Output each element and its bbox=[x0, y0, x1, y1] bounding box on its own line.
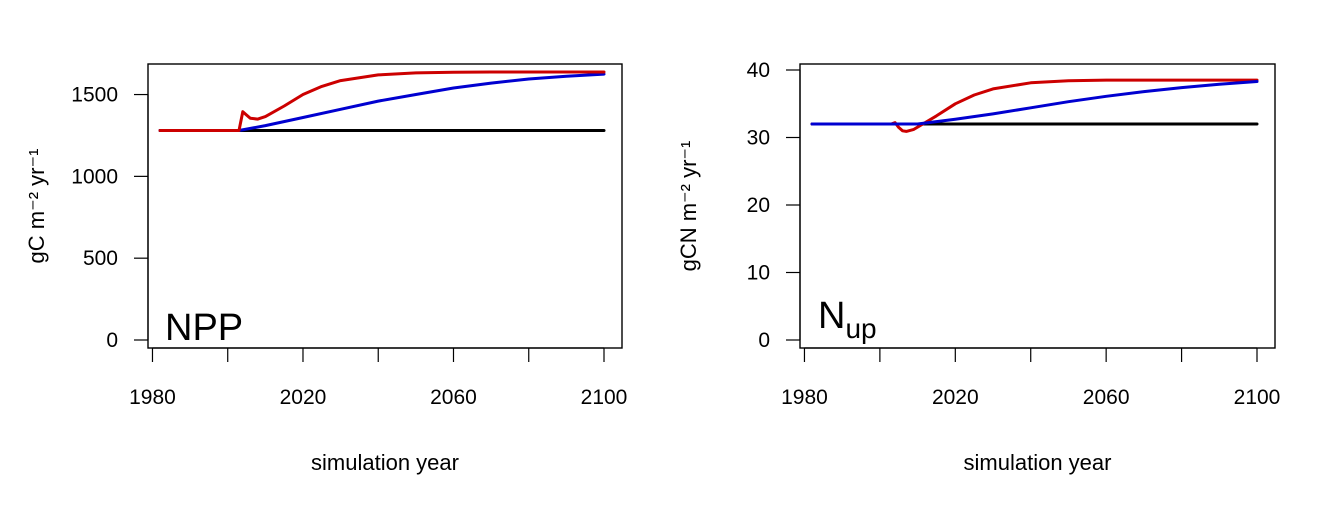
x-tick-label: 2060 bbox=[1083, 386, 1130, 409]
x-tick-label: 1980 bbox=[781, 386, 828, 409]
plot-frame bbox=[147, 63, 623, 349]
x-tick-label: 2060 bbox=[430, 386, 477, 409]
panel-label-subscript: up bbox=[845, 313, 876, 344]
y-tick-label: 20 bbox=[747, 194, 770, 217]
chart-panel-1: 1980 2020 2060 2100 0 500 1000 1500 simulation y… bbox=[24, 63, 628, 475]
x-tick-label: 2100 bbox=[1234, 386, 1281, 409]
panel-label: Nup bbox=[818, 295, 877, 344]
y-tick-label: 0 bbox=[758, 329, 770, 352]
series-line-3 bbox=[810, 80, 1259, 126]
chart-panel-2: 1980 2020 2060 2100 0 10 20 30 40 simulation year… bbox=[676, 59, 1280, 475]
panel-label: NPP bbox=[165, 307, 243, 349]
y-tick-label: 1500 bbox=[71, 84, 118, 107]
x-tick-label: 1980 bbox=[129, 386, 176, 409]
y-tick-label: 40 bbox=[747, 59, 770, 82]
y-tick-label: 10 bbox=[747, 262, 770, 285]
y-axis-title: gCN m⁻² yr⁻¹ bbox=[676, 141, 701, 272]
series-line-3 bbox=[158, 70, 606, 132]
series-line-2 bbox=[810, 78, 1259, 133]
y-tick-label: 1000 bbox=[71, 165, 118, 188]
y-tick-label: 0 bbox=[106, 329, 118, 352]
y-axis-title: gC m⁻² yr⁻¹ bbox=[24, 149, 49, 264]
y-axis: 0 10 20 30 40 bbox=[747, 59, 801, 352]
y-axis: 0 500 1000 1500 bbox=[71, 84, 149, 352]
x-axis-title: simulation year bbox=[964, 450, 1112, 475]
x-axis: 1980 2020 2060 2100 bbox=[129, 347, 628, 409]
x-axis-title: simulation year bbox=[311, 450, 459, 475]
x-tick-label: 2020 bbox=[932, 386, 979, 409]
x-tick-label: 2100 bbox=[581, 386, 628, 409]
series-line-2 bbox=[158, 72, 606, 132]
x-tick-label: 2020 bbox=[280, 386, 327, 409]
x-axis: 1980 2020 2060 2100 bbox=[781, 347, 1281, 409]
y-tick-label: 500 bbox=[83, 247, 118, 270]
y-tick-label: 30 bbox=[747, 127, 770, 150]
